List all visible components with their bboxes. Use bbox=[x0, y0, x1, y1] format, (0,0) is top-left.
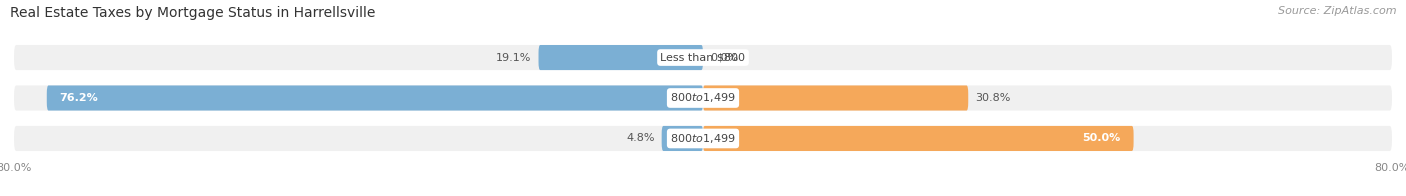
Text: 76.2%: 76.2% bbox=[59, 93, 98, 103]
Text: 19.1%: 19.1% bbox=[496, 53, 531, 63]
FancyBboxPatch shape bbox=[703, 85, 969, 111]
FancyBboxPatch shape bbox=[14, 85, 1392, 111]
Text: 50.0%: 50.0% bbox=[1083, 133, 1121, 143]
Text: 30.8%: 30.8% bbox=[976, 93, 1011, 103]
Text: $800 to $1,499: $800 to $1,499 bbox=[671, 92, 735, 104]
Text: Source: ZipAtlas.com: Source: ZipAtlas.com bbox=[1278, 6, 1396, 16]
FancyBboxPatch shape bbox=[46, 85, 703, 111]
FancyBboxPatch shape bbox=[538, 45, 703, 70]
Text: 4.8%: 4.8% bbox=[626, 133, 655, 143]
FancyBboxPatch shape bbox=[14, 45, 1392, 70]
Text: $800 to $1,499: $800 to $1,499 bbox=[671, 132, 735, 145]
FancyBboxPatch shape bbox=[662, 126, 703, 151]
FancyBboxPatch shape bbox=[703, 126, 1133, 151]
Text: Less than $800: Less than $800 bbox=[661, 53, 745, 63]
FancyBboxPatch shape bbox=[14, 126, 1392, 151]
Text: Real Estate Taxes by Mortgage Status in Harrellsville: Real Estate Taxes by Mortgage Status in … bbox=[10, 6, 375, 20]
Text: 0.0%: 0.0% bbox=[710, 53, 738, 63]
